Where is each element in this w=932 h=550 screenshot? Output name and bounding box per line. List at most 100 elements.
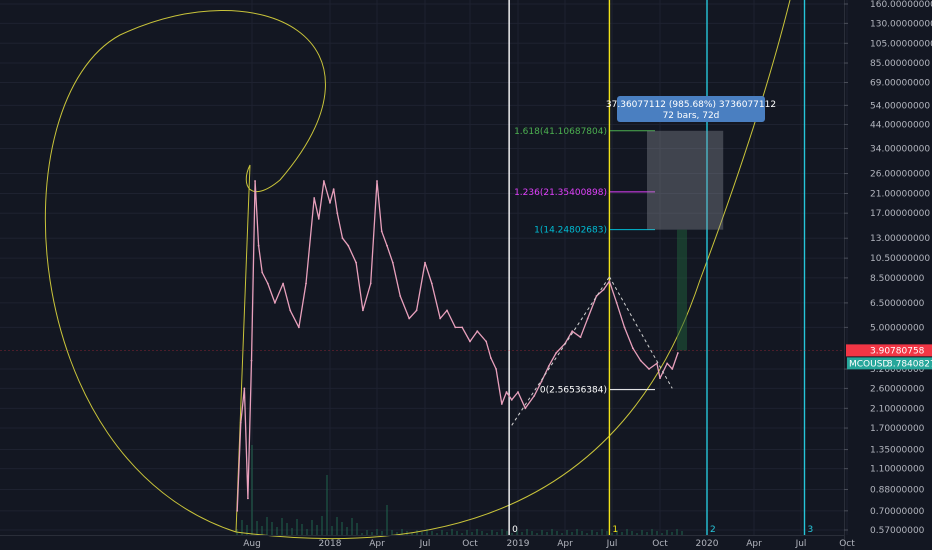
volume-bar [641, 530, 643, 535]
x-tick-label: Jul [606, 539, 618, 549]
price-point [282, 282, 284, 285]
cycle-label-3: 3 [808, 525, 814, 535]
price-point [336, 212, 339, 215]
price-badge-high [846, 344, 932, 357]
y-tick-label: 0.88000000 [870, 485, 925, 495]
volume-bar [346, 527, 348, 535]
volume-bar [631, 531, 633, 535]
fib-extension: 1.618(41.10687804) 1.236(21.35400898) 1(14… [514, 127, 655, 396]
volume-bar [426, 529, 428, 535]
volume-bar [606, 531, 608, 535]
y-axis[interactable]: 160.00000000 130.00000000 105.00000000 85.0… [844, 0, 932, 550]
volume-bar [491, 530, 493, 535]
price-point [329, 201, 331, 204]
price-point [415, 309, 418, 312]
volume-bar [351, 518, 353, 535]
volume-bar [651, 529, 653, 535]
volume-bar [296, 519, 298, 535]
volume-bar [531, 531, 533, 535]
fib-label-3: 0(2.56536384) [540, 386, 607, 396]
volume-bar [561, 533, 563, 535]
price-point [355, 261, 358, 264]
y-tick-label: 6.50000000 [870, 299, 925, 309]
price-point [266, 282, 269, 285]
fib-label-0: 1.618(41.10687804) [514, 127, 607, 137]
x-tick-label: Apr [746, 539, 762, 549]
volume-bar [256, 521, 258, 535]
price-point [533, 394, 536, 397]
volume-bar [666, 530, 668, 535]
volume-bar [276, 527, 278, 535]
x-axis[interactable]: Aug 2018 Apr Jul Oct 2019 Apr Jul Oct 2020 Apr Jul O… [0, 535, 855, 550]
volume-bar [596, 532, 598, 535]
price-point [236, 509, 239, 512]
volume-bar [516, 530, 518, 535]
price-point [615, 301, 618, 304]
price-point [454, 326, 457, 329]
price-point [623, 326, 626, 329]
volume-bar [326, 475, 328, 535]
y-tick-label: 2.60000000 [870, 384, 925, 394]
volume-bar [526, 529, 528, 535]
volume-bar [441, 530, 443, 535]
volume-bar [536, 533, 538, 535]
price-point [671, 368, 674, 370]
price-point [608, 280, 611, 283]
volume-bar [336, 517, 338, 535]
volume-bar [521, 532, 523, 535]
volume-bar [601, 529, 603, 535]
y-tick-label: 10.50000000 [870, 254, 930, 264]
price-point [659, 377, 661, 380]
volume-bar [331, 526, 333, 535]
y-tick-label: 21.00000000 [870, 189, 930, 199]
volume-bar [431, 531, 433, 535]
y-tick-label: 69.00000000 [870, 78, 930, 88]
x-tick-label: Apr [369, 539, 385, 549]
volume-bar [321, 516, 323, 535]
price-point [369, 282, 372, 285]
volume-bar [566, 530, 568, 535]
y-tick-label: 0.70000000 [870, 507, 925, 517]
volume-bar [656, 531, 658, 535]
y-tick-label: 0.57000000 [870, 526, 925, 536]
volume-bar [376, 529, 378, 535]
price-point [510, 398, 513, 401]
cycle-label-1: 1 [612, 525, 618, 535]
volume-bar [681, 531, 683, 535]
volume-bar [456, 531, 458, 535]
x-tick-label: Aug [243, 539, 261, 549]
price-point [602, 288, 605, 291]
price-point [461, 326, 464, 329]
price-point [505, 391, 508, 393]
x-tick-label: Oct [462, 539, 478, 549]
price-point [489, 357, 492, 359]
price-point [571, 330, 574, 333]
price-point [676, 352, 679, 354]
price-point [446, 309, 448, 312]
volume-bar [581, 531, 583, 535]
volume-bar [591, 530, 593, 535]
price-point [399, 295, 402, 297]
volume-bar [611, 533, 613, 535]
fib-label-1: 1.236(21.35400898) [514, 188, 607, 198]
price-series [236, 180, 679, 512]
price-point [341, 237, 344, 240]
price-point [261, 271, 264, 274]
price-point [254, 180, 256, 182]
price-point [332, 188, 335, 191]
y-tick-label: 85.00000000 [870, 59, 930, 69]
volume-bar [301, 524, 303, 535]
y-tick-label: 1.70000000 [870, 424, 925, 434]
volume-bar [506, 531, 508, 535]
volume-bar [676, 529, 678, 535]
price-point [540, 380, 543, 383]
price-point [524, 407, 527, 410]
volume-bar [416, 530, 418, 535]
volume-bar [461, 533, 463, 535]
x-tick-label: Apr [557, 539, 573, 549]
price-point [469, 340, 471, 343]
price-point [391, 261, 394, 264]
price-badge-symbol: MCOUSD [849, 359, 889, 369]
